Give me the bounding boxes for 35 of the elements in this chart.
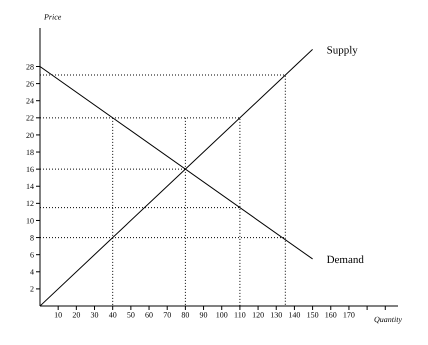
- x-tick-label: 30: [90, 310, 99, 320]
- x-tick-label: 150: [306, 310, 319, 320]
- y-tick-label: 6: [30, 250, 34, 260]
- y-tick-label: 2: [30, 284, 34, 294]
- series-label: Demand: [326, 254, 364, 266]
- x-tick-label: 140: [288, 310, 300, 320]
- y-tick-label: 22: [26, 114, 34, 123]
- x-tick-label: 100: [216, 310, 228, 320]
- x-tick-label: 70: [163, 310, 172, 320]
- x-tick-label: 20: [72, 310, 80, 320]
- y-tick-label: 4: [30, 268, 34, 277]
- y-tick-label: 20: [26, 130, 34, 140]
- x-tick-label: 160: [324, 310, 337, 320]
- series-label: Supply: [326, 44, 358, 56]
- y-tick-label: 24: [26, 96, 34, 106]
- y-tick-label: 16: [26, 164, 34, 174]
- x-tick-label: 50: [126, 310, 135, 320]
- y-tick-label: 12: [26, 199, 34, 208]
- y-tick-label: 18: [26, 148, 34, 157]
- x-tick-label: 110: [234, 310, 246, 320]
- x-tick-label: 90: [200, 310, 208, 320]
- y-tick-label: 28: [26, 62, 34, 72]
- x-tick-label: 170: [342, 310, 355, 320]
- x-tick-label: 80: [181, 310, 190, 320]
- y-tick-label: 8: [30, 233, 34, 242]
- x-tick-label: 60: [145, 310, 154, 320]
- y-tick-label: 14: [26, 182, 34, 192]
- x-tick-label: 130: [270, 310, 282, 320]
- x-tick-label: 10: [54, 310, 62, 320]
- x-tick-label: 40: [108, 310, 117, 320]
- x-tick-label: 120: [252, 310, 264, 320]
- x-axis-title: Quantity: [374, 315, 402, 324]
- y-axis-title: Price: [43, 12, 62, 22]
- y-tick-label: 26: [26, 79, 34, 88]
- y-tick-label: 10: [26, 216, 34, 226]
